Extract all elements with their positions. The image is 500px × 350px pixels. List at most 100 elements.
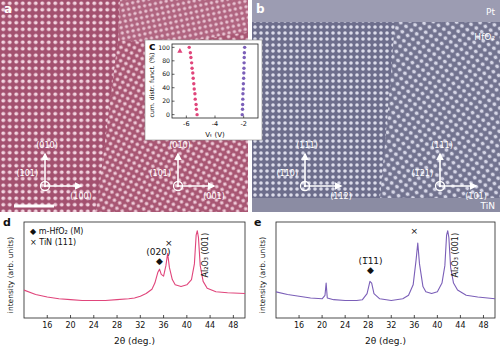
annotation: ◆	[156, 256, 163, 266]
tick-label: 0	[166, 111, 170, 118]
tick-label: 36	[409, 321, 419, 330]
orientation-label: (112)	[330, 192, 352, 201]
data-group	[177, 46, 246, 117]
axis-title: intensity (arb. units)	[258, 237, 267, 313]
xrd-line	[24, 231, 245, 301]
tick-label: 100	[158, 44, 170, 51]
orientation-label: (111)	[431, 141, 453, 150]
tick	[460, 315, 461, 318]
point	[189, 56, 192, 59]
tick	[172, 101, 175, 102]
tick-label: -4	[212, 120, 218, 128]
annotation: ×	[165, 238, 173, 248]
point	[192, 77, 195, 80]
panel-letter: c	[149, 40, 156, 53]
out-of-plane-dot	[439, 185, 442, 188]
point	[241, 108, 244, 111]
out-of-plane-dot	[177, 185, 180, 188]
point	[242, 82, 245, 85]
axis-title: Vₜ (V)	[205, 131, 225, 139]
tick	[483, 315, 484, 318]
tick	[233, 315, 234, 318]
tick	[140, 315, 141, 318]
point	[241, 103, 244, 106]
layer-label: TiN	[480, 201, 495, 211]
axis-arrow	[440, 185, 476, 187]
tick-label: 20	[317, 321, 327, 330]
tick	[322, 315, 323, 318]
tick-label: -6	[183, 120, 189, 128]
axis-arrow	[45, 185, 81, 187]
point	[242, 87, 245, 90]
scale-bar	[14, 205, 54, 208]
out-of-plane-symbol	[301, 182, 310, 191]
legend-entry: × TiN (111)	[30, 238, 76, 247]
data-group	[276, 231, 495, 301]
tick	[172, 60, 175, 61]
peak-label: Al₂O₃ (001)	[201, 233, 210, 277]
point	[241, 92, 244, 95]
tick-label: 48	[478, 321, 488, 330]
tick	[210, 315, 211, 318]
tick	[368, 315, 369, 318]
orientation-label: (101)	[16, 169, 38, 178]
point	[243, 46, 246, 49]
plot-frame	[24, 222, 245, 318]
tick-label: -2	[240, 120, 246, 128]
inset-bg	[145, 40, 262, 140]
tick-label: 40	[162, 84, 170, 91]
out-of-plane-dot	[304, 185, 307, 188]
layer-label: HfO₂	[474, 32, 495, 42]
tick	[437, 315, 438, 318]
point	[242, 61, 245, 64]
out-of-plane-symbol	[174, 182, 183, 191]
point	[241, 113, 244, 116]
layer-label: Pt	[486, 7, 495, 17]
tick-label: 48	[228, 321, 238, 330]
out-of-plane-symbol	[436, 182, 445, 191]
annotation: ◆	[367, 265, 374, 275]
point	[242, 71, 245, 74]
tick-label: 24	[89, 321, 99, 330]
point	[188, 46, 191, 49]
orientation-label: (010)	[169, 141, 191, 150]
point	[194, 97, 197, 100]
orientation-label: (101)	[149, 169, 171, 178]
point	[241, 97, 244, 100]
tin-layer	[252, 198, 500, 212]
point	[193, 92, 196, 95]
point	[195, 113, 198, 116]
tick	[172, 47, 175, 48]
tick-label: 44	[455, 321, 465, 330]
legend-entry: ◆ m-HfO₂ (M)	[30, 227, 83, 236]
point	[190, 61, 193, 64]
point	[193, 87, 196, 90]
tick	[117, 315, 118, 318]
out-of-plane-symbol	[41, 182, 50, 191]
grain	[380, 22, 500, 198]
tick-label: 80	[162, 57, 170, 64]
grain	[0, 0, 120, 212]
panel-letter: e	[254, 216, 261, 229]
point	[189, 51, 192, 54]
figure: a(010)(101)(100)(010)(101)(001)bPtHfO₂Ti…	[0, 0, 500, 350]
point	[243, 51, 246, 54]
panel-letter: b	[256, 2, 265, 16]
tick-label: 32	[135, 321, 145, 330]
point	[192, 82, 195, 85]
xrd-line	[276, 231, 495, 301]
tick	[345, 315, 346, 318]
tick-label: 16	[42, 321, 52, 330]
point	[191, 71, 194, 74]
tick-label: 20	[162, 97, 170, 104]
point	[195, 108, 198, 111]
orientation-label: (1̅10)	[276, 169, 298, 178]
tick-label: 40	[182, 321, 192, 330]
tick	[163, 315, 164, 318]
orientation-label: (111)	[296, 141, 318, 150]
orientation-label: (100)	[70, 192, 92, 201]
tick-label: 16	[294, 321, 304, 330]
point	[194, 103, 197, 106]
tick-label: 40	[432, 321, 442, 330]
tick-label: 28	[112, 321, 122, 330]
